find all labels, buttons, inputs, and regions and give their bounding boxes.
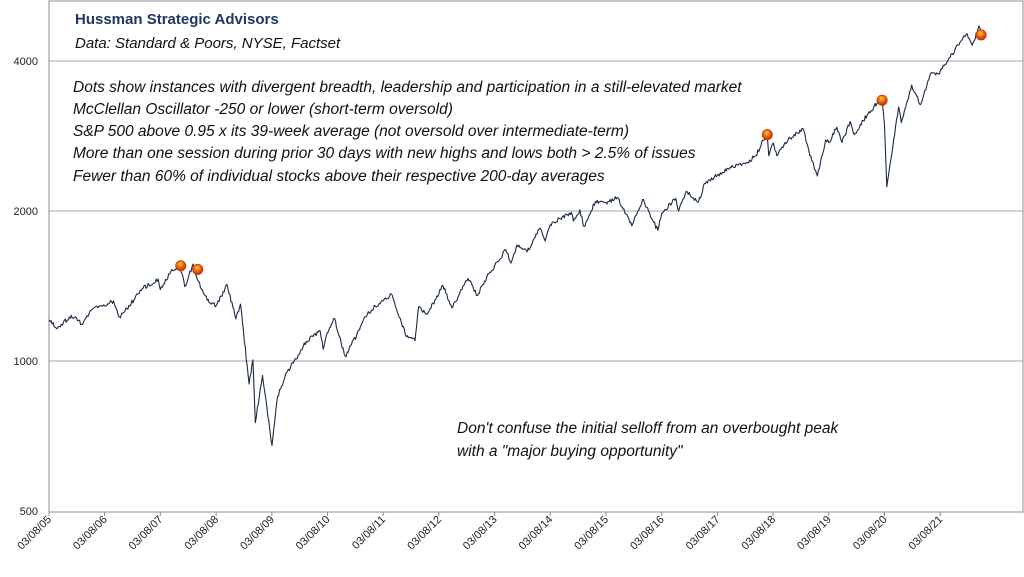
x-tick-label: 03/08/10 [294,514,333,553]
divergence-dot [761,129,773,141]
x-tick-label: 03/08/06 [71,514,110,553]
annotation-line: Fewer than 60% of individual stocks abov… [73,168,605,185]
sp500-line [48,25,984,446]
divergence-dot [975,29,987,41]
x-tick-label: 03/08/14 [517,514,556,553]
annotation-line: McClellan Oscillator -250 or lower (shor… [73,101,453,118]
divergence-dots [175,29,987,275]
gridlines [49,60,1023,362]
x-tick-label: 03/08/17 [684,514,723,553]
y-tick-label: 500 [20,506,38,518]
annotation-line: More than one session during prior 30 da… [73,145,696,162]
y-tick-label: 2000 [14,206,38,218]
x-tick-label: 03/08/20 [851,514,890,553]
x-tick-label: 03/08/05 [15,514,54,553]
note-line: with a "major buying opportunity" [457,443,684,460]
x-tick-label: 03/08/09 [238,514,277,553]
chart-title: Hussman Strategic Advisors [75,11,279,28]
divergence-dot [175,260,187,272]
x-axis-ticks: 03/08/05 03/08/06 03/08/07 03/08/08 03/08/09… [15,512,945,552]
x-tick-label: 03/08/08 [182,514,221,553]
x-tick-label: 03/08/11 [350,514,388,552]
divergence-dot [192,263,204,275]
divergence-dot [876,94,888,106]
plot-frame [48,0,1024,513]
x-tick-label: 03/08/21 [907,514,946,553]
x-tick-label: 03/08/19 [795,514,834,553]
x-tick-label: 03/08/12 [405,514,444,553]
x-tick-label: 03/08/18 [739,514,778,553]
x-tick-label: 03/08/16 [628,514,667,553]
annotation-line: Dots show instances with divergent bread… [73,79,742,96]
y-tick-label: 1000 [14,356,38,368]
x-tick-label: 03/08/15 [572,514,611,553]
note-block: Don't confuse the initial selloff from a… [457,420,839,460]
y-tick-label: 4000 [14,56,38,68]
y-axis-ticks: 4000 2000 1000 500 [14,56,38,518]
note-line: Don't confuse the initial selloff from a… [457,420,839,437]
x-tick-label: 03/08/13 [461,514,500,553]
chart-subtitle: Data: Standard & Poors, NYSE, Factset [75,35,341,52]
annotation-block: Dots show instances with divergent bread… [73,79,742,185]
x-tick-label: 03/08/07 [127,514,166,553]
annotation-line: S&P 500 above 0.95 x its 39-week average… [73,123,629,140]
